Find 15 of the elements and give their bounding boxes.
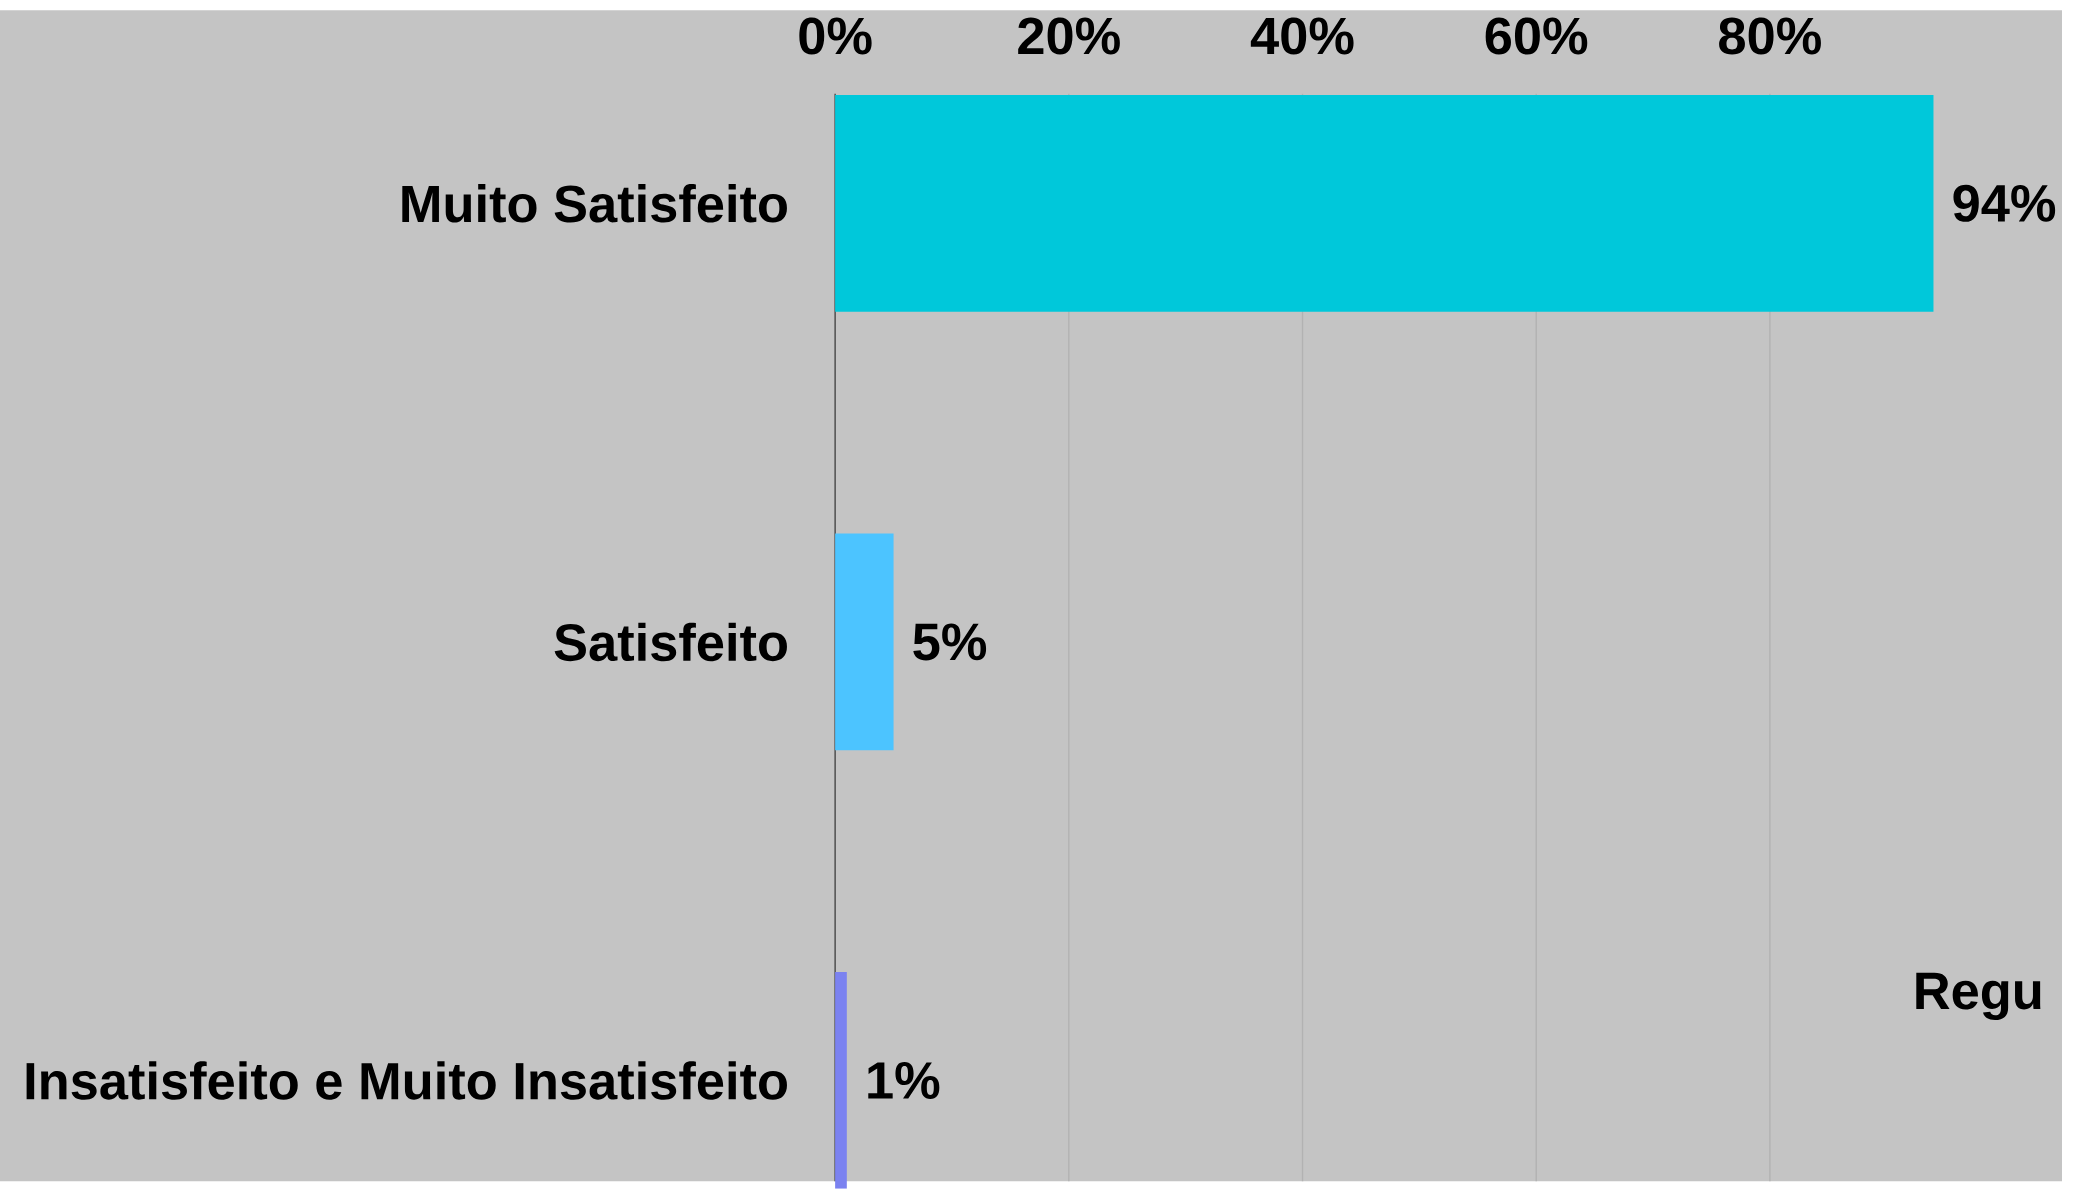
- x-tick-label: 40%: [1250, 17, 1354, 55]
- data-label: 1%: [868, 1062, 940, 1099]
- data-label: 94%: [1953, 184, 2056, 222]
- annotation: Regu: [1916, 972, 2041, 1021]
- x-tick-label: 20%: [1018, 17, 1120, 55]
- x-tick-label: 80%: [1719, 17, 1821, 55]
- x-tick-label: 0%: [799, 17, 872, 55]
- y-tick-label: Satisfeito: [554, 622, 787, 662]
- data-label: 5%: [913, 623, 987, 661]
- bar: [835, 972, 847, 1189]
- y-tick-label: Muito Satisfeito: [402, 184, 787, 223]
- y-tick-label: Insatisfeito e Muito Insatisfeito: [26, 1061, 787, 1100]
- x-tick-label: 60%: [1485, 17, 1588, 55]
- bar: [835, 533, 894, 751]
- bar: [835, 95, 1934, 312]
